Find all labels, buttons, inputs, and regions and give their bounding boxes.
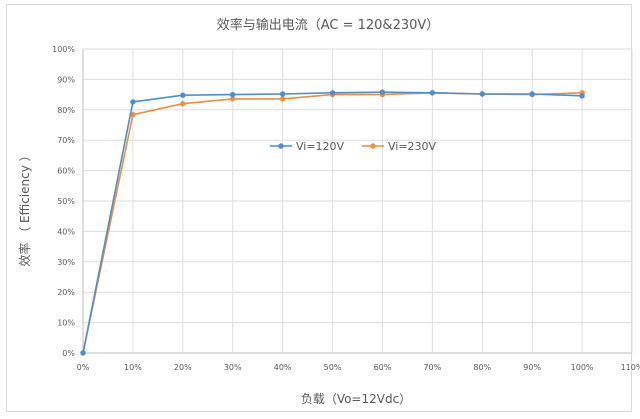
x-axis-title: 负载（Vo=12Vdc） xyxy=(301,392,411,406)
legend-label: Vi=120V xyxy=(296,140,345,153)
legend-item: Vi=230V xyxy=(362,140,437,153)
x-tick-label: 110% xyxy=(621,363,640,372)
data-point xyxy=(429,90,436,96)
chart-frame xyxy=(6,4,632,412)
legend-item: Vi=120V xyxy=(270,140,345,153)
data-point xyxy=(130,99,136,105)
x-tick-label: 80% xyxy=(473,363,491,372)
y-tick-label: 70% xyxy=(57,136,75,145)
y-tick-label: 0% xyxy=(62,349,75,358)
y-axis-title: 效率 （ Efficiency ） xyxy=(17,149,32,266)
x-tick-label: 50% xyxy=(324,363,342,372)
y-tick-label: 100% xyxy=(52,45,75,54)
chart-title: 效率与输出电流（AC = 120&230V） xyxy=(217,17,440,33)
legend-swatch-marker xyxy=(278,143,284,149)
data-point xyxy=(80,350,86,356)
x-tick-label: 0% xyxy=(77,363,90,372)
data-point xyxy=(130,111,136,118)
x-axis-ticks: 0% 10% 20% 30% 40% 50% 60% 70% 80% 90% 100% 110% xyxy=(77,363,640,372)
data-point xyxy=(329,90,336,96)
y-tick-label: 40% xyxy=(57,227,75,236)
x-tick-label: 70% xyxy=(423,363,441,372)
series-vi-120v xyxy=(80,89,585,356)
data-point xyxy=(379,89,386,95)
y-tick-label: 80% xyxy=(57,106,75,115)
y-tick-label: 90% xyxy=(57,75,75,84)
x-tick-label: 60% xyxy=(374,363,392,372)
data-point xyxy=(479,91,485,97)
data-point xyxy=(529,91,535,97)
data-point xyxy=(230,96,236,102)
data-point xyxy=(279,91,286,97)
y-tick-label: 10% xyxy=(57,319,75,328)
x-tick-label: 10% xyxy=(124,363,142,372)
x-tick-label: 40% xyxy=(274,363,292,372)
y-tick-label: 20% xyxy=(57,288,75,297)
data-point xyxy=(180,92,186,98)
y-tick-label: 60% xyxy=(57,167,75,176)
legend: Vi=120V Vi=230V xyxy=(270,140,437,153)
data-point xyxy=(230,91,236,98)
y-tick-label: 50% xyxy=(57,197,75,206)
x-tick-label: 90% xyxy=(523,363,541,372)
data-point xyxy=(180,101,186,107)
grid-lines xyxy=(82,48,633,354)
x-tick-label: 30% xyxy=(224,363,242,372)
legend-swatch-marker xyxy=(370,143,376,149)
y-tick-label: 30% xyxy=(57,258,75,267)
data-point xyxy=(579,93,585,99)
series-group xyxy=(80,89,585,356)
x-tick-label: 20% xyxy=(174,363,192,372)
y-axis-ticks: 0% 10% 20% 30% 40% 50% 60% 70% 80% 90% 100% xyxy=(52,45,75,358)
legend-label: Vi=230V xyxy=(388,140,437,153)
x-tick-label: 100% xyxy=(571,363,594,372)
data-point xyxy=(279,96,286,102)
